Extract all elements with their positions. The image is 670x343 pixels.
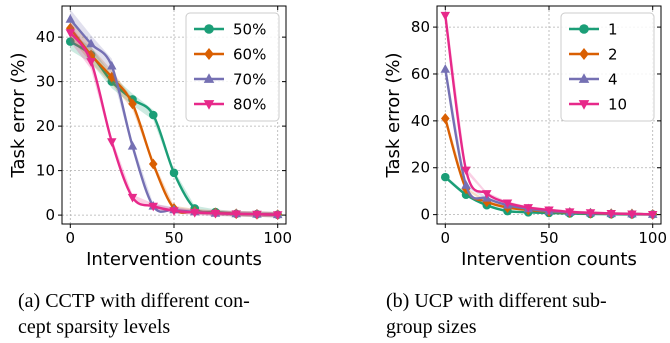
a-xlabel: Intervention counts: [86, 249, 262, 270]
b-series-3-point-10: [647, 210, 658, 220]
a-legend-label-2: 70%: [233, 71, 266, 89]
a-ytick-label-4: 40: [36, 28, 55, 46]
a-xtick-label-0: 0: [66, 229, 76, 247]
a-legend-marker-2: [203, 73, 215, 83]
b-series-2-point-1: [461, 180, 471, 189]
a-xtick-label-2: 100: [263, 229, 292, 247]
a-series-3-point-9: [252, 210, 262, 220]
a-legend-marker-3: [203, 100, 215, 110]
caption-a-text-2: cept sparsity levels: [18, 316, 171, 338]
a-ylabel: Task error (%): [8, 52, 29, 178]
b-legend-marker-1: [579, 48, 589, 60]
a-legend-label-1: 60%: [233, 46, 266, 64]
b-series-3-point-6: [565, 208, 575, 217]
b-series-2-point-0: [440, 64, 451, 73]
b-series-3-point-9: [627, 210, 637, 220]
a-legend: [185, 12, 280, 122]
b-legend-marker-3: [578, 100, 590, 110]
b-ytick-label-0: 0: [420, 206, 430, 224]
caption-a-method: CCTP: [45, 290, 96, 312]
b-legend-label-1: 2: [608, 46, 618, 64]
b-series-3-point-7: [585, 209, 596, 218]
a-series-3-point-4: [148, 202, 158, 212]
a-xtick-label-1: 50: [164, 229, 183, 247]
b-series-3-point-5: [544, 206, 554, 216]
b-xtick-label-0: 0: [441, 229, 451, 247]
a-series-3-point-0: [65, 29, 76, 38]
a-series-3-point-2: [107, 138, 117, 147]
b-legend: [560, 12, 655, 122]
a-series-3-point-1: [86, 58, 96, 67]
a-series-3-point-10: [272, 211, 283, 220]
caption-b-text-1: with different sub-: [458, 290, 607, 312]
a-series-3-point-7: [210, 209, 221, 219]
b-series-3-point-0: [440, 11, 451, 21]
chart-panel-a: 0 50 100 0 10 20 30 40 Intervention counts Task e…: [8, 5, 292, 270]
b-legend-label-0: 1: [608, 21, 618, 39]
b-ylabel: Task error (%): [383, 52, 404, 178]
a-legend-label-3: 80%: [233, 96, 266, 114]
a-ytick-label-2: 20: [36, 117, 55, 135]
b-legend-marker-2: [578, 73, 590, 83]
a-series-2-point-2: [107, 60, 117, 70]
b-series-3-point-4: [523, 204, 533, 213]
a-ytick-label-3: 30: [36, 73, 55, 91]
a-series-1-point-4: [148, 158, 158, 170]
a-series-0-point-4: [148, 110, 158, 120]
b-series-3-point-2: [482, 190, 492, 199]
a-legend-marker-1: [204, 48, 214, 60]
a-band-3: [70, 23, 278, 218]
b-series-line-3: [444, 15, 653, 216]
a-series-2-point-1: [86, 38, 96, 48]
b-series-3-point-3: [502, 199, 513, 209]
a-series-3-point-5: [169, 207, 179, 216]
a-series-0-point-0: [65, 37, 75, 46]
caption-a: (a) CCTP with different con- cept sparsi…: [18, 288, 318, 340]
caption-b-method: UCP: [414, 290, 454, 312]
b-ytick-label-4: 80: [411, 18, 430, 36]
a-ytick-label-0: 0: [45, 206, 55, 224]
b-xlabel: Intervention counts: [461, 249, 637, 270]
a-ytick-label-1: 10: [36, 162, 55, 180]
caption-a-text-1: with different con-: [100, 290, 250, 312]
b-ytick-label-3: 60: [411, 65, 430, 83]
b-xtick-label-1: 50: [539, 229, 558, 247]
a-series-3-point-6: [190, 208, 200, 218]
a-series-2-point-3: [127, 140, 138, 150]
b-ytick-label-2: 40: [411, 112, 430, 130]
caption-b-label: (b): [386, 290, 410, 312]
b-xtick-label-2: 100: [638, 229, 667, 247]
chart-panel-b: 0 50 100 0 20 40 60 80 Intervention counts Task e…: [383, 5, 667, 270]
b-ytick-label-1: 20: [411, 159, 430, 177]
b-legend-label-2: 4: [608, 71, 618, 89]
a-series-3-point-8: [231, 210, 241, 219]
a-legend-label-0: 50%: [233, 21, 266, 39]
caption-b-text-2: group sizes: [386, 316, 477, 338]
a-series-3-point-3: [127, 193, 138, 203]
a-series-0-point-5: [169, 168, 179, 178]
a-legend-marker-0: [204, 24, 214, 34]
b-series-3-point-1: [461, 166, 471, 176]
b-series-1-point-0: [440, 113, 450, 124]
caption-a-label: (a): [18, 290, 41, 312]
b-legend-label-3: 10: [608, 96, 627, 114]
b-legend-marker-0: [579, 24, 589, 34]
caption-b: (b) UCP with different sub- group sizes: [386, 288, 670, 340]
b-series-3-point-8: [606, 210, 616, 219]
b-series-0-point-0: [440, 172, 450, 182]
a-series-1-point-3: [128, 98, 137, 110]
a-series-2-point-0: [65, 14, 76, 23]
